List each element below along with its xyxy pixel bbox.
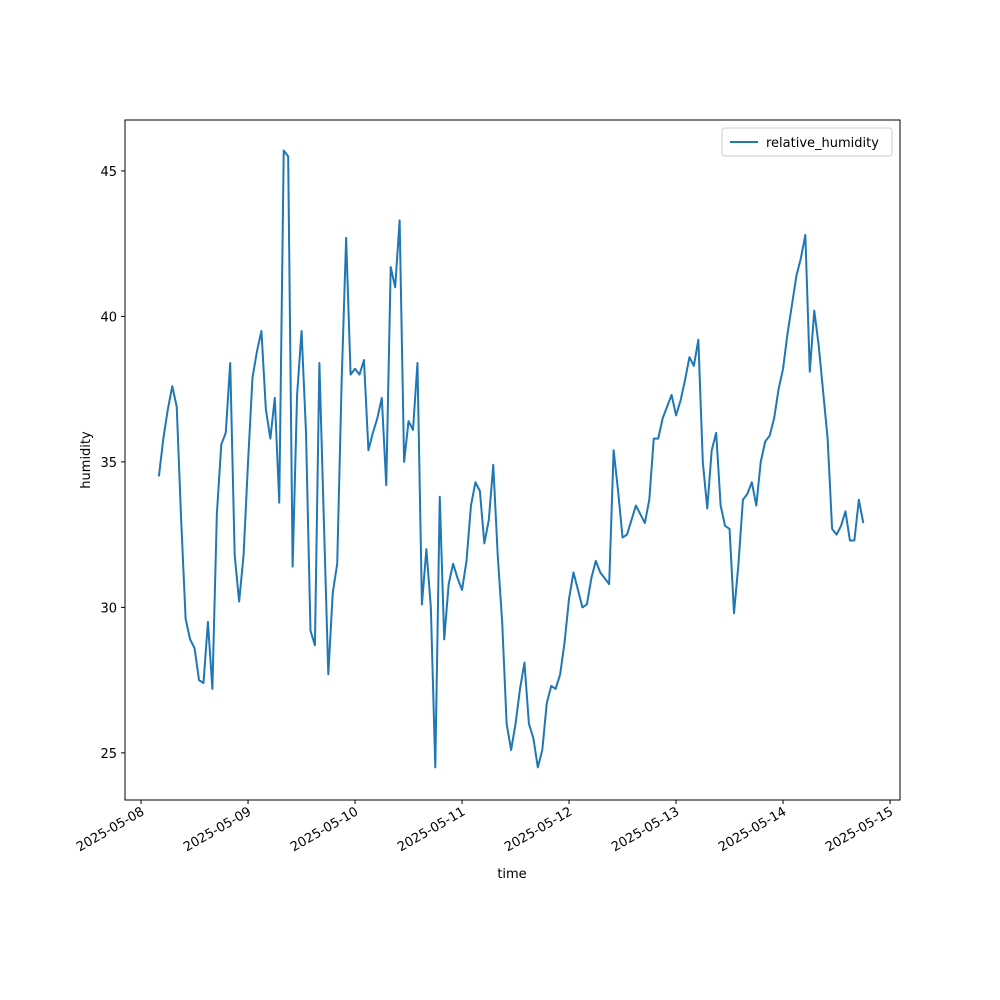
plot-frame — [124, 119, 901, 801]
legend-label: relative_humidity — [766, 136, 879, 151]
y-tick-label: 30 — [100, 601, 117, 616]
legend-box — [721, 127, 893, 157]
y-tick-label: 40 — [100, 310, 117, 325]
y-tick-label: 25 — [100, 747, 117, 762]
y-tick-label: 45 — [100, 165, 117, 180]
x-axis-label: time — [497, 867, 526, 882]
legend: relative_humidity — [721, 127, 893, 157]
line-series — [157, 149, 865, 769]
y-tick-label: 35 — [100, 456, 117, 471]
y-axis-label: humidity — [79, 431, 94, 489]
